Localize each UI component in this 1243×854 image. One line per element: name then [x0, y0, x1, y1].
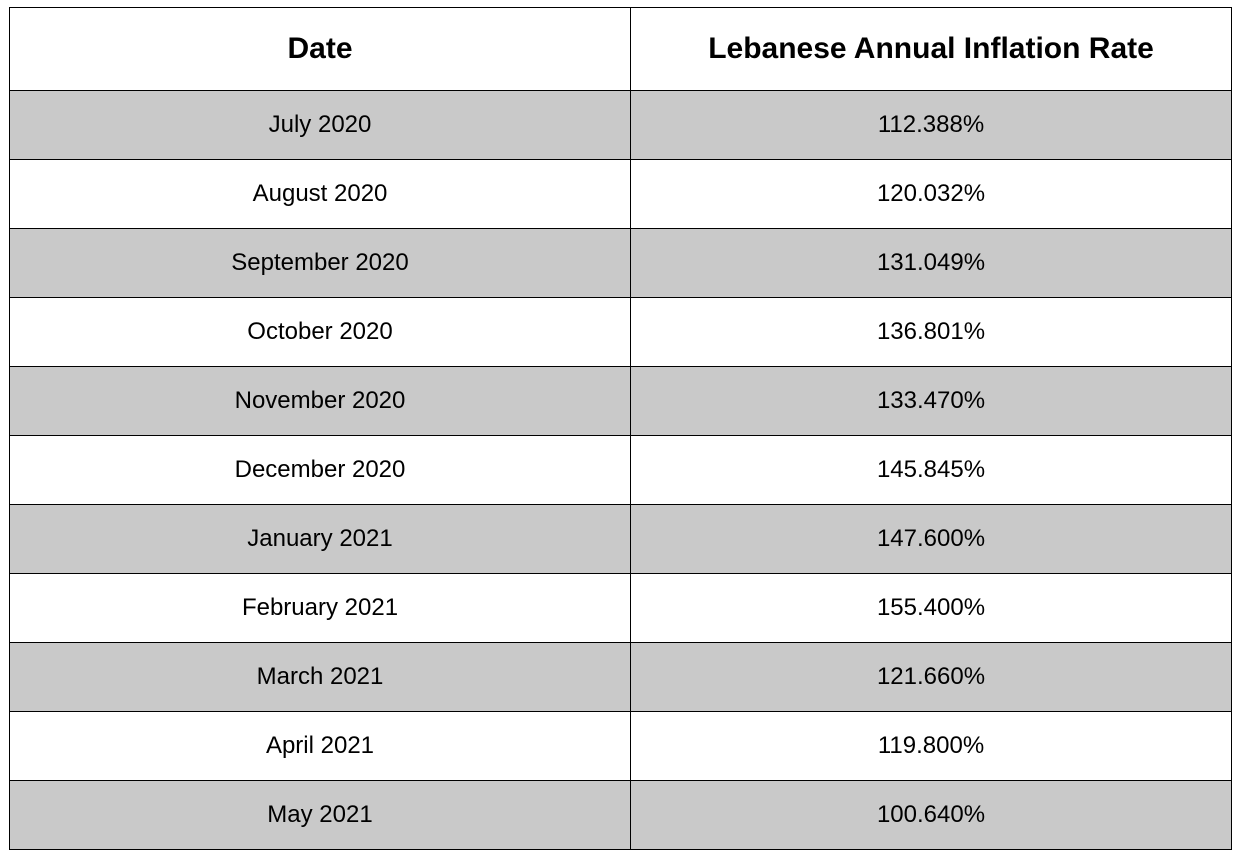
table-row: August 2020 120.032% [9, 159, 1232, 229]
table-row: September 2020 131.049% [9, 228, 1232, 298]
table-header: Date Lebanese Annual Inflation Rate [9, 7, 1232, 91]
rate-cell: 145.845% [630, 435, 1232, 505]
date-cell: October 2020 [9, 297, 631, 367]
header-cell: Date [9, 7, 631, 91]
date-cell: January 2021 [9, 504, 631, 574]
date-cell: November 2020 [9, 366, 631, 436]
rate-cell: 136.801% [630, 297, 1232, 367]
rate-cell: 155.400% [630, 573, 1232, 643]
rate-cell: 147.600% [630, 504, 1232, 574]
table-row: December 2020 145.845% [9, 435, 1232, 505]
table-row: July 2020 112.388% [9, 90, 1232, 160]
date-cell: December 2020 [9, 435, 631, 505]
rate-cell: 131.049% [630, 228, 1232, 298]
date-cell: August 2020 [9, 159, 631, 229]
date-cell: July 2020 [9, 90, 631, 160]
date-cell: March 2021 [9, 642, 631, 712]
rate-cell: 120.032% [630, 159, 1232, 229]
rate-cell: 119.800% [630, 711, 1232, 781]
table-row: March 2021 121.660% [9, 642, 1232, 712]
rate-cell: 121.660% [630, 642, 1232, 712]
date-cell: April 2021 [9, 711, 631, 781]
table-body: July 2020 112.388% August 2020 120.032% Sept… [9, 90, 1232, 850]
table-row: November 2020 133.470% [9, 366, 1232, 436]
rate-cell: 100.640% [630, 780, 1232, 850]
date-cell: May 2021 [9, 780, 631, 850]
table-row: February 2021 155.400% [9, 573, 1232, 643]
table-row: May 2021 100.640% [9, 780, 1232, 850]
table-row: April 2021 119.800% [9, 711, 1232, 781]
header-row: Date Lebanese Annual Inflation Rate [9, 7, 1232, 91]
rate-cell: 112.388% [630, 90, 1232, 160]
rate-cell: 133.470% [630, 366, 1232, 436]
header-cell: Lebanese Annual Inflation Rate [630, 7, 1232, 91]
data-table: Date Lebanese Annual Inflation Rate July… [9, 7, 1232, 850]
table-row: January 2021 147.600% [9, 504, 1232, 574]
date-cell: February 2021 [9, 573, 631, 643]
date-cell: September 2020 [9, 228, 631, 298]
table-row: October 2020 136.801% [9, 297, 1232, 367]
